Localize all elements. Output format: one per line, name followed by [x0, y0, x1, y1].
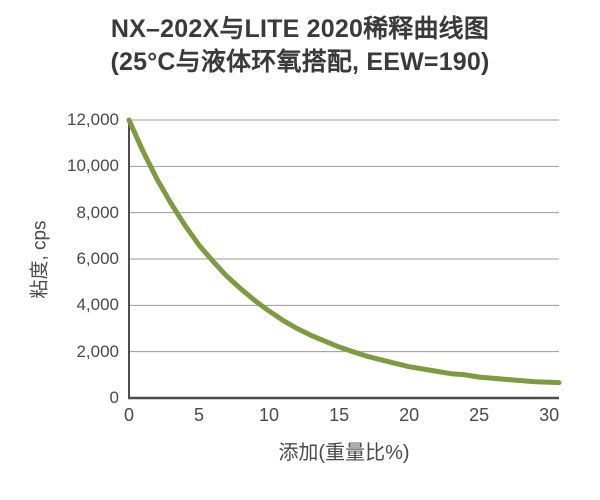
y-tick-label: 2,000 [76, 341, 119, 361]
y-axis-title-text: 粘度, cps [29, 219, 51, 299]
x-tick-label: 30 [539, 405, 560, 425]
x-tick-label: 0 [123, 405, 134, 425]
y-tick-label: 10,000 [67, 156, 119, 176]
x-tick-label: 10 [259, 405, 280, 425]
y-tick-label: 0 [109, 388, 119, 407]
x-axis-title-text: 添加(重量比%) [278, 442, 410, 464]
chart-title-line1: NX–202X与LITE 2020稀释曲线图 [110, 15, 490, 43]
y-tick-label: 4,000 [76, 295, 119, 315]
chart-title-line2: (25°C与液体环氧搭配, EEW=190) [110, 48, 490, 76]
x-axis-title: 添加(重量比%) [129, 436, 559, 465]
y-axis-title: 粘度, cps [10, 120, 66, 398]
chart-title: NX–202X与LITE 2020稀释曲线图 (25°C与液体环氧搭配, EEW… [0, 13, 600, 79]
x-tick-label: 25 [469, 405, 490, 425]
x-tick-label: 5 [194, 405, 205, 425]
x-tick-label: 15 [329, 405, 350, 425]
dilution-curve [126, 117, 562, 386]
y-tick-label: 6,000 [76, 249, 119, 268]
x-tick-label: 20 [399, 405, 420, 425]
y-tick-label: 8,000 [76, 202, 119, 222]
y-tick-label: 12,000 [67, 110, 119, 129]
